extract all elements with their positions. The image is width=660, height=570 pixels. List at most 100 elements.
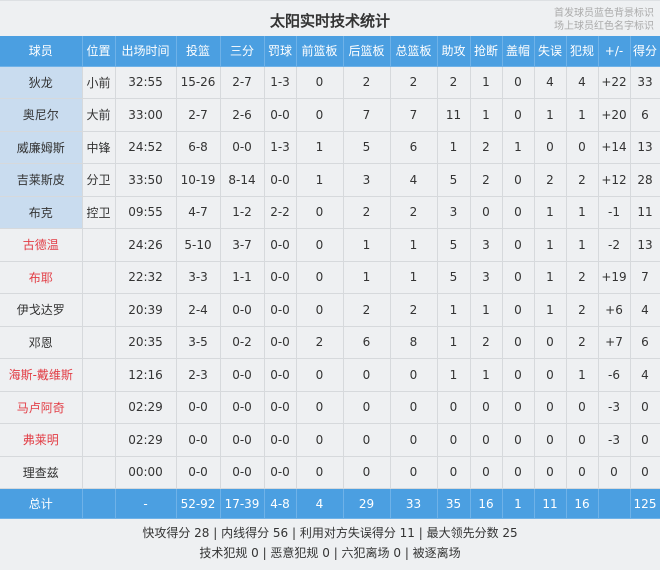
- stat-cell: 0: [566, 423, 599, 457]
- total-cell: 1: [502, 488, 535, 519]
- total-cell: 33: [390, 488, 438, 519]
- stat-cell: 0: [390, 456, 438, 489]
- player-row: 布克 控卫 09:55 4-7 1-2 2-2 0 2 2 3 0 0 1 1 -1 11: [0, 196, 660, 229]
- legend-on-court: 场上球员红色名字标识: [554, 21, 654, 32]
- stat-cell: 22:32: [115, 261, 177, 294]
- player-row: 伊戈达罗 20:39 2-4 0-0 0-0 0 2 2 1 1 0 1 2 +6 4: [0, 293, 660, 327]
- table-header: 球员 位置 出场时间 投篮 三分 罚球 前篮板 后篮板 总篮板 助攻 抢断 盖帽 失误 犯规 +/- 得分: [0, 36, 660, 67]
- total-cell: 17-39: [220, 488, 265, 519]
- total-cell: -: [115, 488, 177, 519]
- stat-cell: 0: [470, 456, 503, 489]
- stat-cell: 2: [566, 326, 599, 359]
- stat-cell: [82, 228, 116, 262]
- stat-cell: 0: [502, 196, 535, 229]
- stat-cell: 0: [343, 391, 391, 424]
- stat-cell: 5: [437, 261, 471, 294]
- stat-cell: 24:52: [115, 131, 177, 164]
- stat-cell: 3: [470, 261, 503, 294]
- stat-cell: 33: [630, 66, 660, 99]
- player-name: 布克: [0, 196, 83, 229]
- stat-cell: 5: [437, 163, 471, 197]
- player-name: 古德温: [0, 228, 83, 262]
- column-header: 出场时间: [115, 36, 177, 67]
- column-header: 后篮板: [343, 36, 391, 67]
- stat-cell: 0: [534, 131, 567, 164]
- player-row: 海斯-戴维斯 12:16 2-3 0-0 0-0 0 0 0 1 1 0 0 1 -6 4: [0, 358, 660, 392]
- stat-cell: 1: [296, 163, 344, 197]
- stat-cell: [82, 358, 116, 392]
- stat-cell: 0-0: [264, 228, 297, 262]
- player-row: 布耶 22:32 3-3 1-1 0-0 0 1 1 5 3 0 1 2 +19 7: [0, 261, 660, 294]
- stat-cell: 33:50: [115, 163, 177, 197]
- total-cell: 4-8: [264, 488, 297, 519]
- total-cell: [82, 488, 116, 519]
- player-name: 吉莱斯皮: [0, 163, 83, 197]
- stat-cell: 0-0: [220, 391, 265, 424]
- total-cell: 35: [437, 488, 471, 519]
- summary-footer: 快攻得分 28 | 内线得分 56 | 利用对方失误得分 11 | 最大领先分数…: [0, 519, 660, 563]
- stat-cell: 0-0: [264, 456, 297, 489]
- stat-cell: 0: [630, 456, 660, 489]
- stat-cell: 20:35: [115, 326, 177, 359]
- stat-cell: 0-0: [220, 293, 265, 327]
- stat-cell: 0: [296, 293, 344, 327]
- stat-cell: [82, 456, 116, 489]
- stat-cell: 0-0: [220, 423, 265, 457]
- stat-cell: 6: [343, 326, 391, 359]
- stat-cell: 4: [566, 66, 599, 99]
- stat-cell: 1: [296, 131, 344, 164]
- stat-cell: +7: [598, 326, 631, 359]
- stat-cell: 0: [502, 98, 535, 132]
- stat-cell: 0: [296, 423, 344, 457]
- stat-cell: 3: [437, 196, 471, 229]
- stat-cell: 0: [296, 456, 344, 489]
- player-row: 马卢阿奇 02:29 0-0 0-0 0-0 0 0 0 0 0 0 0 0 -3 0: [0, 391, 660, 424]
- stat-cell: 12:16: [115, 358, 177, 392]
- stat-cell: 1: [470, 293, 503, 327]
- stat-cell: 0-0: [264, 163, 297, 197]
- player-row: 吉莱斯皮 分卫 33:50 10-19 8-14 0-0 1 3 4 5 2 0 2 2 +12 28: [0, 163, 660, 197]
- stat-cell: 0: [502, 326, 535, 359]
- stat-cell: 1: [437, 293, 471, 327]
- stat-cell: 33:00: [115, 98, 177, 132]
- stat-cell: 0: [502, 66, 535, 99]
- page-title: 太阳实时技术统计: [269, 12, 390, 30]
- player-name: 马卢阿奇: [0, 391, 83, 424]
- total-cell: 125: [630, 488, 660, 519]
- stat-cell: 0: [343, 456, 391, 489]
- stat-cell: 0: [534, 326, 567, 359]
- total-cell: 11: [534, 488, 567, 519]
- stat-cell: 1: [437, 326, 471, 359]
- stat-cell: [82, 391, 116, 424]
- stat-cell: 0: [437, 456, 471, 489]
- stat-cell: +19: [598, 261, 631, 294]
- stat-cell: 32:55: [115, 66, 177, 99]
- stat-cell: 0: [502, 163, 535, 197]
- column-header: +/-: [598, 36, 631, 67]
- summary-line-1: 快攻得分 28 | 内线得分 56 | 利用对方失误得分 11 | 最大领先分数…: [142, 526, 518, 540]
- stat-cell: 0: [534, 391, 567, 424]
- stat-cell: 0: [343, 423, 391, 457]
- stat-cell: 2: [343, 66, 391, 99]
- stat-cell: 0: [534, 423, 567, 457]
- stat-cell: 1: [534, 98, 567, 132]
- stat-cell: -6: [598, 358, 631, 392]
- stat-cell: 2: [566, 261, 599, 294]
- stat-cell: 11: [630, 196, 660, 229]
- stat-cell: 1: [470, 98, 503, 132]
- stat-cell: 0: [566, 391, 599, 424]
- stat-cell: 0: [502, 456, 535, 489]
- stat-cell: 2: [343, 196, 391, 229]
- column-header: 抢断: [470, 36, 503, 67]
- stat-cell: 15-26: [176, 66, 221, 99]
- stat-cell: 2: [566, 293, 599, 327]
- stat-cell: 0: [630, 391, 660, 424]
- column-header: 投篮: [176, 36, 221, 67]
- stat-cell: 0: [437, 423, 471, 457]
- stat-cell: 3-5: [176, 326, 221, 359]
- stat-cell: 0: [470, 196, 503, 229]
- stat-cell: 1-3: [264, 131, 297, 164]
- stat-cell: 0-0: [264, 293, 297, 327]
- stat-cell: 1: [534, 293, 567, 327]
- stat-cell: 2: [470, 131, 503, 164]
